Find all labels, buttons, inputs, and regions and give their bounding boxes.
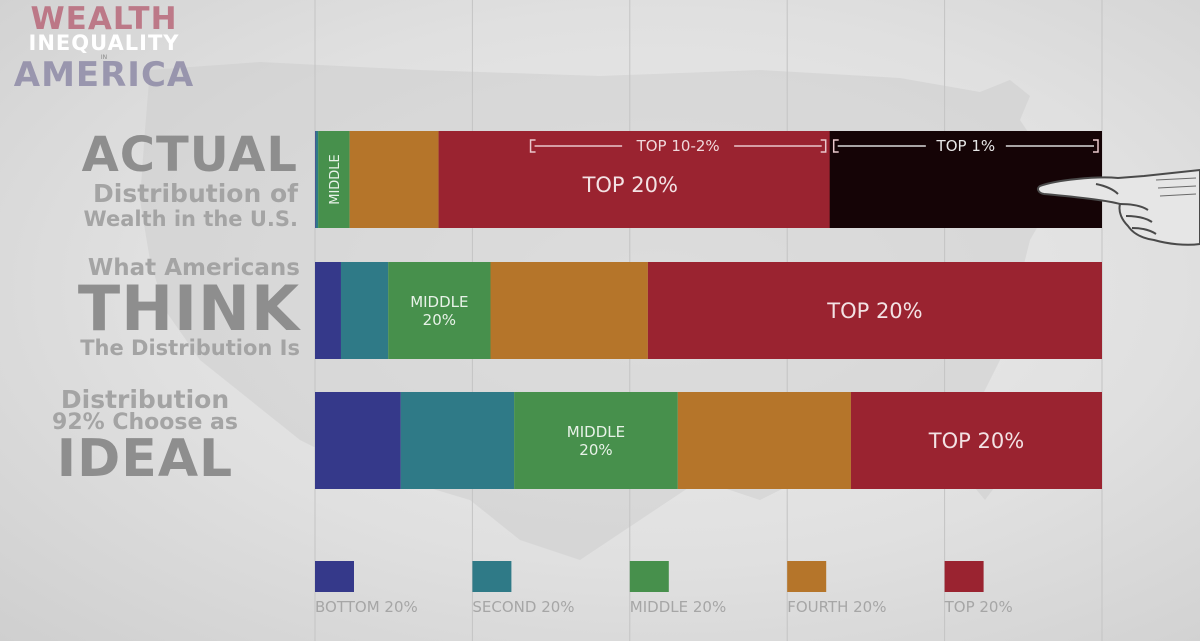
legend-swatch-middle: [629, 561, 669, 592]
legend-swatch-second: [472, 561, 512, 592]
pointing-hand-icon: [1036, 168, 1200, 246]
bar-actual-top1: [829, 131, 1102, 228]
bars: [315, 131, 1103, 489]
label-top10-2: TOP 10-2%: [636, 137, 720, 155]
logo-america: AMERICA: [13, 55, 195, 95]
bar-actual-middle: [318, 131, 350, 228]
label-think-middle-pct: 20%: [423, 311, 456, 329]
legend-swatch-top: [944, 561, 984, 592]
label-ideal-middle-pct: 20%: [579, 441, 612, 459]
logo: WEALTH INEQUALITY IN AMERICA: [4, 1, 204, 95]
label-think-middle: MIDDLE: [410, 293, 468, 311]
row-label-think-line3: The Distribution Is: [80, 336, 300, 360]
bar-ideal-fourth: [677, 392, 851, 489]
label-actual-top20: TOP 20%: [582, 173, 678, 197]
legend-swatch-fourth: [787, 561, 827, 592]
bar-think-second: [340, 262, 389, 359]
bar-actual-second: [315, 131, 319, 228]
row-label-ideal-line1: Distribution: [60, 385, 230, 414]
bar-ideal-top: [850, 392, 1102, 489]
bracket-top10-2-left: [529, 139, 536, 153]
bracket-top10-2-right: [820, 139, 827, 153]
row-label-think-line1: What Americans: [87, 255, 300, 281]
label-top1: TOP 1%: [936, 137, 996, 155]
label-ideal-middle: MIDDLE: [567, 423, 625, 441]
logo-inequality: INEQUALITY: [28, 31, 180, 55]
legend-label-bottom: BOTTOM 20%: [315, 598, 418, 616]
bar-ideal-second: [400, 392, 515, 489]
bracket-top1-right: [1093, 139, 1099, 153]
legend: BOTTOM 20% SECOND 20% MIDDLE 20% FOURTH 20%…: [315, 561, 1013, 616]
bar-think-fourth: [490, 262, 648, 359]
bar-ideal-bottom: [315, 392, 401, 489]
legend-swatch-bottom: [315, 561, 354, 592]
logo-wealth: WEALTH: [30, 1, 178, 37]
bar-think-middle: [388, 262, 491, 359]
row-label-actual-title: ACTUAL: [81, 127, 298, 183]
row-label-ideal: Distribution 92% Choose as IDEAL: [10, 387, 280, 485]
logo-in: IN: [100, 54, 108, 61]
row-label-actual-line2: Distribution of: [93, 179, 298, 208]
row-label-actual-line3: Wealth in the U.S.: [83, 207, 298, 231]
row-label-ideal-title: IDEAL: [56, 429, 234, 489]
row-label-think-title: THINK: [77, 272, 300, 345]
legend-label-second: SECOND 20%: [472, 598, 574, 616]
label-actual-middle: MIDDLE: [328, 154, 343, 205]
row-label-ideal-line2: 92% Choose as: [52, 410, 238, 435]
bar-think-bottom: [315, 262, 341, 359]
bracket-top1-left: [832, 139, 839, 153]
bar-actual-bottom: [315, 131, 316, 228]
legend-label-fourth: FOURTH 20%: [787, 598, 886, 616]
bar-think-top: [647, 262, 1102, 359]
label-think-top20: TOP 20%: [826, 299, 922, 323]
row-label-think: What Americans THINK The Distribution Is: [10, 257, 300, 359]
legend-label-middle: MIDDLE 20%: [630, 598, 726, 616]
label-ideal-top20: TOP 20%: [928, 429, 1024, 453]
bar-ideal-middle: [514, 392, 678, 489]
bar-actual-fourth: [349, 131, 439, 228]
legend-label-top: TOP 20%: [944, 598, 1013, 616]
row-label-actual: ACTUAL Distribution of Wealth in the U.S…: [10, 131, 298, 230]
